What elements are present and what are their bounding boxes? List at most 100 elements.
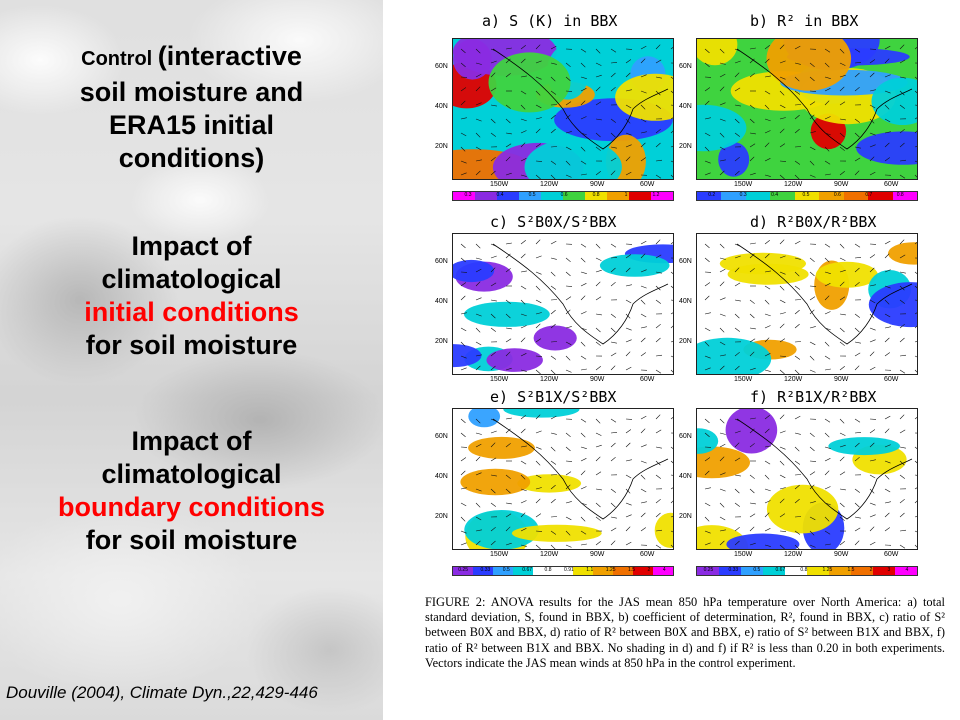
wind-vector bbox=[520, 270, 527, 273]
wind-vector bbox=[869, 488, 875, 494]
wind-vector bbox=[824, 418, 831, 423]
colorbar-ticks-b: 0.2 0.3 0.4 0.5 0.6 0.7 0.8 bbox=[696, 192, 916, 198]
wind-vector bbox=[734, 282, 741, 287]
wind-vector bbox=[764, 240, 770, 245]
wind-vector bbox=[824, 502, 831, 506]
wind-vector bbox=[914, 312, 917, 315]
wind-vector bbox=[749, 156, 755, 162]
wind-vector bbox=[884, 474, 890, 480]
wind-vector bbox=[719, 529, 726, 532]
lat-label: 40N bbox=[679, 103, 692, 110]
wind-vector bbox=[460, 87, 467, 92]
impact-line4: for soil moisture bbox=[85, 330, 298, 360]
wind-vector bbox=[640, 131, 647, 134]
wind-vector bbox=[854, 170, 860, 176]
wind-vector bbox=[839, 101, 846, 106]
coastline bbox=[736, 418, 913, 520]
wind-vector bbox=[535, 414, 541, 420]
wind-vector bbox=[869, 327, 876, 331]
wind-vector bbox=[794, 446, 800, 452]
wind-vector bbox=[884, 131, 891, 134]
wind-vector bbox=[719, 159, 726, 162]
wind-vector bbox=[520, 130, 527, 134]
wind-vector bbox=[535, 271, 542, 275]
wind-vector bbox=[565, 90, 573, 92]
wind-vector bbox=[734, 118, 740, 124]
wind-vector bbox=[520, 240, 526, 245]
wind-vector bbox=[490, 156, 496, 162]
wind-vector bbox=[869, 118, 875, 124]
wind-vector bbox=[824, 283, 831, 287]
lon-label: 60W bbox=[884, 181, 899, 188]
wind-vector bbox=[779, 414, 785, 420]
wind-vector bbox=[854, 118, 860, 123]
colorbar-tick: 1.5 bbox=[847, 567, 855, 573]
wind-vector bbox=[475, 281, 481, 287]
wind-vector bbox=[550, 299, 558, 301]
colorbar-ticks-a: 0.3 0.4 0.5 0.6 0.8 1 1.2 bbox=[452, 192, 672, 198]
lon-label: 150W bbox=[490, 551, 509, 558]
wind-vector bbox=[505, 338, 512, 343]
wind-vector bbox=[719, 102, 726, 106]
wind-vector bbox=[704, 470, 710, 476]
wind-vector bbox=[719, 170, 725, 176]
colorbar-swatch bbox=[829, 567, 851, 575]
map-panel-c bbox=[452, 233, 674, 375]
wind-vector bbox=[640, 118, 647, 123]
wind-vector bbox=[535, 239, 541, 245]
wind-vector bbox=[550, 355, 557, 360]
wind-vector bbox=[734, 442, 740, 448]
wind-vector bbox=[670, 446, 673, 449]
wind-vector bbox=[475, 354, 482, 357]
wind-vector bbox=[764, 158, 771, 162]
wind-vector bbox=[914, 530, 917, 533]
wind-vector bbox=[565, 369, 572, 373]
wind-vector bbox=[719, 73, 726, 78]
anova-figure: 60N 40N 20N 150W 120W 90W 60W a) S (K) in BBX 60… bbox=[420, 8, 940, 588]
wind-vector bbox=[749, 542, 756, 546]
colorbar-swatch bbox=[493, 567, 513, 575]
wind-vector bbox=[719, 327, 725, 333]
wind-vector bbox=[505, 327, 512, 330]
map-panel-d bbox=[696, 233, 918, 375]
wind-vector bbox=[580, 341, 586, 347]
wind-vector bbox=[565, 501, 572, 504]
wind-vector bbox=[625, 171, 632, 176]
wind-vector bbox=[475, 132, 481, 138]
wind-vector bbox=[899, 239, 905, 245]
wind-vector bbox=[550, 146, 558, 148]
shaded-region bbox=[871, 77, 917, 125]
wind-vector bbox=[779, 60, 786, 64]
colorbar-swatch bbox=[697, 192, 722, 200]
wind-vector bbox=[749, 172, 756, 176]
wind-vector bbox=[704, 502, 711, 507]
wind-vector bbox=[460, 257, 466, 263]
wind-vector bbox=[580, 116, 587, 120]
wind-vector bbox=[869, 299, 876, 304]
wind-vector bbox=[779, 323, 785, 329]
wind-vector bbox=[505, 351, 511, 357]
wind-vector bbox=[670, 417, 673, 420]
wind-vector bbox=[914, 341, 917, 343]
wind-vector bbox=[640, 460, 647, 464]
wind-vector bbox=[734, 87, 741, 92]
wind-vector bbox=[734, 474, 741, 477]
wind-vector bbox=[884, 299, 890, 305]
wind-vector bbox=[749, 443, 755, 448]
colorbar-swatch bbox=[868, 192, 893, 200]
wind-vector bbox=[704, 257, 710, 263]
wind-vector bbox=[899, 285, 905, 291]
shaded-region bbox=[503, 409, 580, 418]
wind-vector bbox=[764, 253, 770, 259]
wind-vector bbox=[839, 48, 845, 54]
wind-vector bbox=[794, 544, 800, 549]
wind-vector bbox=[884, 501, 891, 504]
wind-vector bbox=[655, 414, 661, 420]
wind-vector bbox=[505, 513, 512, 518]
colorbar-tick: 0.33 bbox=[480, 567, 491, 573]
wind-vector bbox=[914, 285, 917, 289]
impact-line2: climatological bbox=[101, 264, 282, 294]
wind-vector bbox=[520, 369, 527, 372]
wind-vector bbox=[475, 73, 482, 78]
wind-vector bbox=[764, 512, 770, 518]
